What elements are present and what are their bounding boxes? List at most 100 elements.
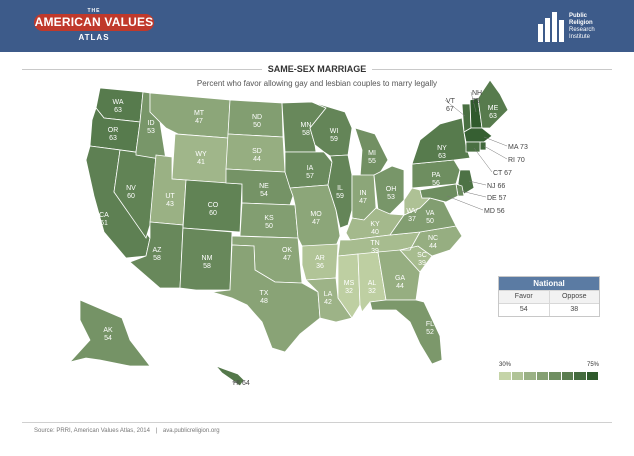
- state-value-wy: 41: [197, 159, 205, 166]
- state-tx[interactable]: [211, 244, 321, 353]
- state-abbr-mi: MI: [368, 150, 376, 157]
- state-mt[interactable]: [149, 92, 231, 139]
- state-value-ms: 32: [345, 288, 353, 295]
- state-md[interactable]: [419, 183, 459, 203]
- state-abbr-pa: PA: [432, 172, 441, 179]
- state-ct[interactable]: [465, 141, 481, 153]
- state-abbr-la: LA: [324, 291, 333, 298]
- prri-name: Public Religion Research Institute: [569, 13, 595, 41]
- leader-line-md: [446, 195, 484, 211]
- state-value-ca: 61: [100, 220, 108, 227]
- state-abbr-sd: SD: [252, 148, 262, 155]
- state-value-sd: 44: [253, 156, 261, 163]
- state-value-in: 47: [359, 198, 367, 205]
- state-ri[interactable]: [479, 141, 487, 151]
- legend-swatch: [524, 372, 536, 380]
- leader-line-ri: [483, 145, 508, 160]
- state-value-va: 50: [426, 218, 434, 225]
- state-ga[interactable]: [377, 249, 421, 301]
- state-abbr-nd: ND: [252, 114, 262, 121]
- logo-ribbon: AMERICAN VALUES: [34, 14, 154, 31]
- state-value-wi: 59: [330, 136, 338, 143]
- state-abbr-ar: AR: [315, 255, 325, 262]
- state-abbr-in: IN: [360, 190, 367, 197]
- state-value-or: 63: [109, 135, 117, 142]
- prri-line-2: Religion: [569, 20, 593, 26]
- state-abbr-oh: OH: [386, 186, 397, 193]
- state-abbr-fl: FL: [426, 321, 434, 328]
- legend-swatch: [561, 372, 573, 380]
- state-abbr-ak: AK: [103, 327, 113, 334]
- state-callout-hi: HI 64: [233, 380, 250, 387]
- legend-swatch: [511, 372, 523, 380]
- state-abbr-wa: WA: [112, 99, 123, 106]
- oppose-header: Oppose: [548, 291, 600, 303]
- state-value-az: 58: [153, 255, 161, 262]
- state-abbr-ia: IA: [307, 165, 314, 172]
- state-vt[interactable]: [461, 103, 472, 133]
- state-abbr-sc: SC: [417, 252, 427, 259]
- state-value-pa: 56: [432, 180, 440, 187]
- logo-atlas-text: ATLAS: [78, 33, 110, 42]
- state-value-ut: 43: [166, 201, 174, 208]
- state-ar[interactable]: [301, 243, 339, 281]
- state-value-tn: 39: [371, 248, 379, 255]
- leader-line-nh: [470, 91, 477, 113]
- state-abbr-ny: NY: [437, 145, 447, 152]
- american-values-atlas-logo[interactable]: THE AMERICAN VALUES ATLAS: [34, 8, 154, 42]
- state-wi[interactable]: [309, 101, 353, 157]
- state-value-sc: 39: [418, 260, 426, 267]
- state-abbr-mn: MN: [301, 122, 312, 129]
- state-abbr-nm: NM: [202, 255, 213, 262]
- state-fl[interactable]: [369, 299, 443, 365]
- state-ma[interactable]: [463, 127, 493, 143]
- map-title: SAME-SEX MARRIAGE: [267, 64, 367, 74]
- state-la[interactable]: [305, 277, 353, 323]
- footer-separator: |: [155, 428, 158, 434]
- state-callout-nh: NH 75: [472, 90, 482, 105]
- state-me[interactable]: [477, 79, 509, 129]
- title-rule-right: [372, 69, 612, 70]
- state-callout-de: DE 57: [487, 195, 507, 202]
- state-abbr-ok: OK: [282, 247, 292, 254]
- state-value-nd: 50: [253, 122, 261, 129]
- prri-logo[interactable]: Public Religion Research Institute: [538, 12, 628, 44]
- leader-line-vt: [444, 99, 466, 117]
- legend-min: 30%: [499, 362, 512, 368]
- state-value-il: 59: [336, 193, 344, 200]
- state-value-me: 63: [489, 113, 497, 120]
- state-abbr-wi: WI: [330, 128, 339, 135]
- state-value-mn: 58: [302, 130, 310, 137]
- state-abbr-ne: NE: [259, 183, 269, 190]
- prri-line-4: Institute: [569, 34, 591, 40]
- leader-line-ma: [483, 136, 508, 147]
- state-value-nc: 44: [429, 243, 437, 250]
- state-value-ok: 47: [283, 255, 291, 262]
- logo-the-text: THE: [87, 8, 101, 14]
- national-title: National: [499, 277, 599, 290]
- state-ak[interactable]: [68, 299, 151, 367]
- state-nm[interactable]: [179, 227, 233, 291]
- leader-line-de: [460, 190, 487, 198]
- state-value-ia: 57: [306, 173, 314, 180]
- state-value-ne: 54: [260, 191, 268, 198]
- state-abbr-ga: GA: [395, 275, 405, 282]
- state-il[interactable]: [327, 154, 353, 229]
- state-abbr-ks: KS: [264, 215, 274, 222]
- state-value-oh: 53: [387, 194, 395, 201]
- state-value-wa: 63: [114, 107, 122, 114]
- leader-line-ct: [473, 147, 493, 173]
- state-abbr-tn: TN: [370, 240, 379, 247]
- state-callout-ct: CT 67: [493, 170, 512, 177]
- state-callout-ma: MA 73: [508, 144, 528, 151]
- state-abbr-wy: WY: [195, 151, 207, 158]
- legend-max: 75%: [586, 362, 599, 368]
- state-value-id: 53: [147, 128, 155, 135]
- state-value-fl: 52: [426, 329, 434, 336]
- state-value-mt: 47: [195, 118, 203, 125]
- state-callout-vt: VT 67: [446, 98, 456, 113]
- source-link[interactable]: ava.publicreligion.org: [162, 428, 220, 434]
- legend-swatch: [499, 372, 511, 380]
- oppose-value: 38: [548, 304, 600, 316]
